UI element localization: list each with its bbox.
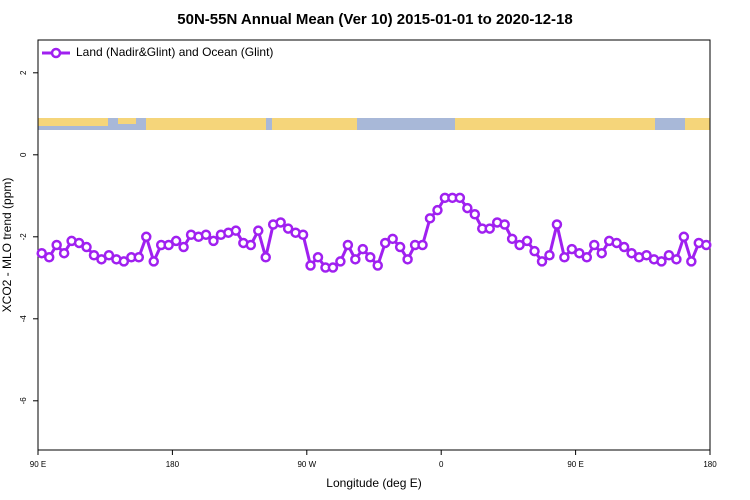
data-point	[305, 260, 316, 271]
data-point	[394, 241, 406, 253]
data-point	[529, 245, 540, 257]
data-point	[611, 237, 622, 249]
x-tick-label: 180	[166, 460, 180, 469]
data-point	[514, 239, 525, 251]
data-point	[96, 254, 107, 265]
y-tick-label: -4	[19, 315, 28, 323]
x-tick-label: 90 W	[297, 460, 316, 469]
data-point	[469, 209, 481, 220]
data-point	[103, 250, 115, 261]
y-tick-label: -2	[19, 233, 28, 241]
data-point	[58, 247, 70, 259]
data-point	[678, 231, 690, 243]
data-point	[342, 239, 354, 251]
data-point	[663, 250, 675, 261]
data-point	[230, 225, 242, 236]
data-point	[506, 233, 518, 245]
data-point	[178, 241, 189, 253]
data-point	[208, 235, 219, 247]
data-point	[148, 256, 159, 267]
data-point	[581, 252, 593, 263]
data-point	[81, 241, 92, 253]
y-tick-label: 2	[19, 70, 28, 75]
data-point	[118, 256, 130, 267]
data-point	[372, 260, 383, 271]
x-tick-label: 180	[703, 460, 717, 469]
data-point	[686, 256, 697, 267]
data-point	[327, 262, 339, 273]
y-tick-label: 0	[19, 152, 28, 157]
chart-title: 50N-55N Annual Mean (Ver 10) 2015-01-01 …	[177, 11, 572, 28]
data-point	[544, 250, 555, 261]
data-point	[312, 252, 324, 263]
data-point	[43, 252, 55, 263]
data-point	[424, 213, 436, 224]
x-tick-label: 90 E	[567, 460, 583, 469]
y-axis-label: XCO2 - MLO trend (ppm)	[0, 178, 14, 313]
data-point	[365, 252, 376, 263]
legend-marker	[50, 47, 62, 59]
data-point	[551, 219, 563, 230]
data-point	[253, 225, 264, 236]
legend: Land (Nadir&Glint) and Ocean (Glint)	[42, 45, 273, 59]
data-point	[454, 192, 466, 204]
data-point	[641, 250, 652, 261]
data-point	[574, 247, 585, 259]
x-tick-label: 90 E	[30, 460, 46, 469]
legend-label: Land (Nadir&Glint) and Ocean (Glint)	[76, 45, 273, 59]
data-point	[432, 204, 443, 216]
data-point	[133, 252, 145, 263]
x-axis-label: Longitude (deg E)	[326, 476, 421, 490]
data-point	[536, 256, 548, 267]
x-tick-label: 0	[439, 460, 444, 469]
data-point	[51, 239, 62, 251]
data-point	[626, 247, 637, 259]
data-point	[170, 235, 182, 247]
data-point	[282, 223, 294, 234]
data-point	[141, 231, 152, 243]
data-point	[163, 239, 174, 251]
data-point	[402, 254, 413, 265]
data-point	[589, 239, 600, 251]
data-point	[618, 241, 630, 253]
data-point	[596, 247, 607, 259]
data-point	[297, 229, 309, 240]
data-point	[462, 202, 473, 214]
y-tick-label: -6	[19, 397, 28, 405]
data-point	[350, 254, 361, 265]
data-point	[387, 233, 398, 245]
data-point	[379, 237, 391, 249]
data-point	[499, 219, 510, 230]
data-point	[656, 256, 667, 267]
data-point	[357, 243, 369, 255]
data-point	[484, 223, 495, 234]
data-point	[260, 252, 271, 263]
data-point	[566, 243, 578, 255]
data-point	[417, 239, 428, 251]
data-point	[73, 237, 85, 249]
data-point	[521, 235, 533, 247]
data-point	[701, 239, 712, 251]
data-point	[559, 252, 570, 263]
data-point	[36, 247, 47, 259]
data-point	[671, 254, 682, 265]
data-point	[200, 229, 212, 240]
data-point	[88, 250, 100, 261]
data-point	[245, 239, 257, 251]
data-point	[335, 256, 346, 267]
land-ocean-strip	[38, 118, 710, 130]
data-point	[275, 217, 286, 228]
